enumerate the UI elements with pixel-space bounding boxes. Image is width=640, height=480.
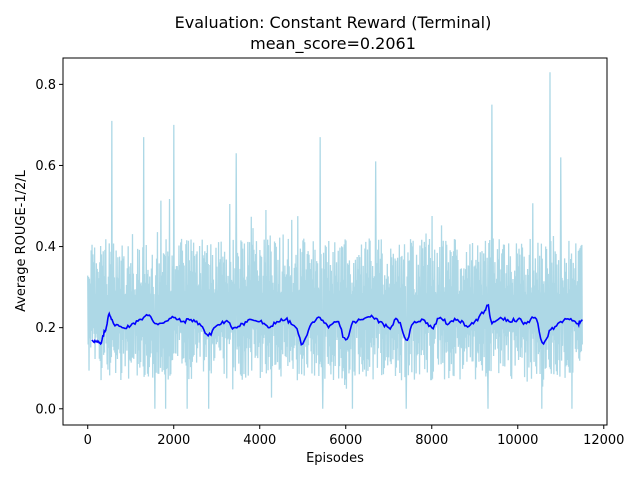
x-axis: 0 2000 4000 6000 8000 10000 12000 <box>84 425 624 448</box>
plot-frame <box>62 57 608 426</box>
y-tick-label: 0.6 <box>35 159 56 174</box>
y-tick-label: 0.2 <box>35 321 56 336</box>
y-tick-label: 0.0 <box>35 402 56 417</box>
chart-title: Evaluation: Constant Reward (Terminal) <box>175 13 492 32</box>
x-tick-label: 12000 <box>583 433 624 448</box>
x-tick-label: 4000 <box>243 433 276 448</box>
x-tick-label: 2000 <box>157 433 190 448</box>
smoothed-series-layer <box>91 303 583 346</box>
y-axis-label: Average ROUGE-1/2/L <box>14 169 29 312</box>
chart-subtitle: mean_score=0.2061 <box>250 34 416 54</box>
x-axis-label: Episodes <box>306 451 364 466</box>
y-axis: 0.0 0.2 0.4 0.6 0.8 <box>35 78 63 417</box>
y-tick-label: 0.8 <box>35 78 56 93</box>
x-tick-label: 0 <box>84 433 92 448</box>
raw-series-layer <box>87 72 583 409</box>
plot-area <box>87 72 583 409</box>
y-tick-label: 0.4 <box>35 240 56 255</box>
smoothed-series-line <box>91 303 583 346</box>
x-tick-label: 6000 <box>329 433 362 448</box>
x-tick-label: 8000 <box>415 433 448 448</box>
raw-series-line <box>87 72 583 409</box>
x-tick-label: 10000 <box>497 433 538 448</box>
